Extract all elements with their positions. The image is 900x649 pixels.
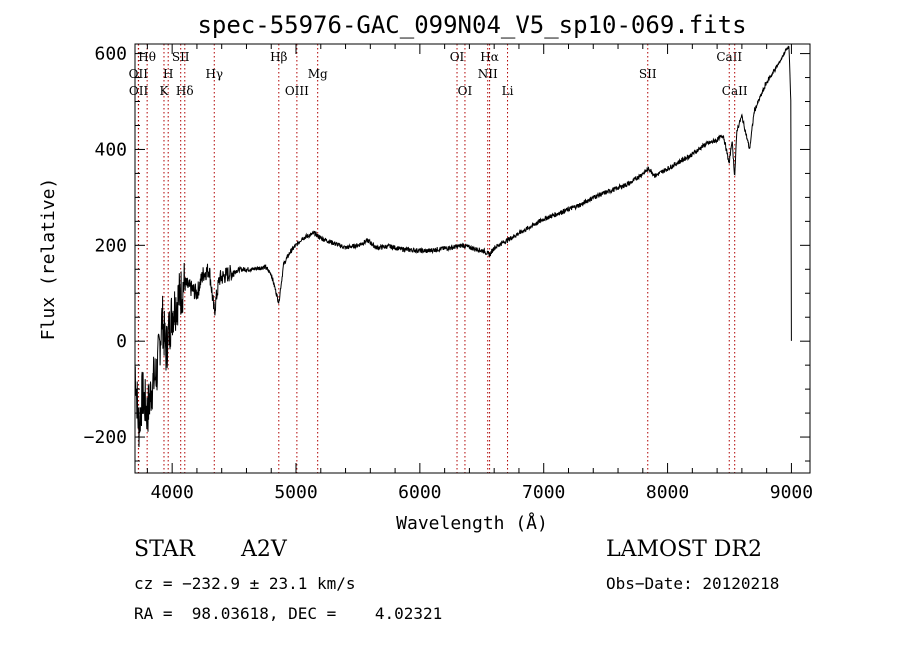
spectrum-line xyxy=(134,45,792,448)
line-label-10: Mg xyxy=(308,67,328,81)
line-label-0: Hθ xyxy=(138,50,156,64)
line-label-8: Hβ xyxy=(270,50,287,64)
line-label-15: Li xyxy=(502,84,514,98)
line-label-13: Hα xyxy=(480,50,499,64)
redshift-velocity: cz = −232.9 ± 23.1 km/s xyxy=(134,574,356,593)
y-tick-label-0: −200 xyxy=(84,427,127,448)
x-tick-label-4: 8000 xyxy=(646,482,689,503)
plot-frame xyxy=(134,43,811,474)
y-tick-label-3: 400 xyxy=(94,139,127,160)
x-tick-label-1: 5000 xyxy=(274,482,317,503)
x-tick-label-5: 9000 xyxy=(770,482,813,503)
line-label-1: OII xyxy=(129,67,149,81)
line-label-17: CaII xyxy=(716,50,742,64)
spectral-line-markers: Hθ OII OII SII HK Hδ Hγ Hβ OIII Mg OI OI Hα NII Li SII C… xyxy=(129,44,748,473)
spectrum-series xyxy=(134,45,792,448)
line-label-12: OI xyxy=(458,84,473,98)
x-tick-label-0: 4000 xyxy=(150,482,193,503)
y-tick-label-1: 0 xyxy=(116,331,127,352)
line-label-18: CaII xyxy=(722,84,748,98)
line-label-11: OI xyxy=(450,50,465,64)
y-tick-label-4: 600 xyxy=(94,44,127,65)
line-label-2: OII xyxy=(129,84,149,98)
line-label-6: Hδ xyxy=(176,84,194,98)
chart-title: spec-55976-GAC_099N04_V5_sp10-069.fits xyxy=(197,11,746,39)
x-tick-label-2: 6000 xyxy=(398,482,441,503)
line-label-4: H xyxy=(163,67,173,81)
line-label-3: SII xyxy=(172,50,190,64)
observation-date: Obs−Date: 20120218 xyxy=(606,574,780,593)
line-label-16: SII xyxy=(639,67,657,81)
x-tick-label-3: 7000 xyxy=(522,482,565,503)
axis-ticks: 4000 5000 6000 7000 8000 9000 −200 0 200 400 600 xyxy=(84,44,813,503)
x-axis-label: Wavelength (Å) xyxy=(396,512,548,534)
line-label-7: Hγ xyxy=(205,67,223,81)
line-label-5: K xyxy=(159,84,169,98)
line-label-14: NII xyxy=(478,67,498,81)
y-tick-label-2: 200 xyxy=(94,235,127,256)
y-axis-label: Flux (relative) xyxy=(38,178,59,341)
object-subclass: A2V xyxy=(241,537,287,562)
survey-name: LAMOST DR2 xyxy=(606,537,762,562)
line-label-9: OIII xyxy=(285,84,309,98)
object-class: STAR xyxy=(134,537,195,562)
coordinates: RA = 98.03618, DEC = 4.02321 xyxy=(134,604,443,623)
